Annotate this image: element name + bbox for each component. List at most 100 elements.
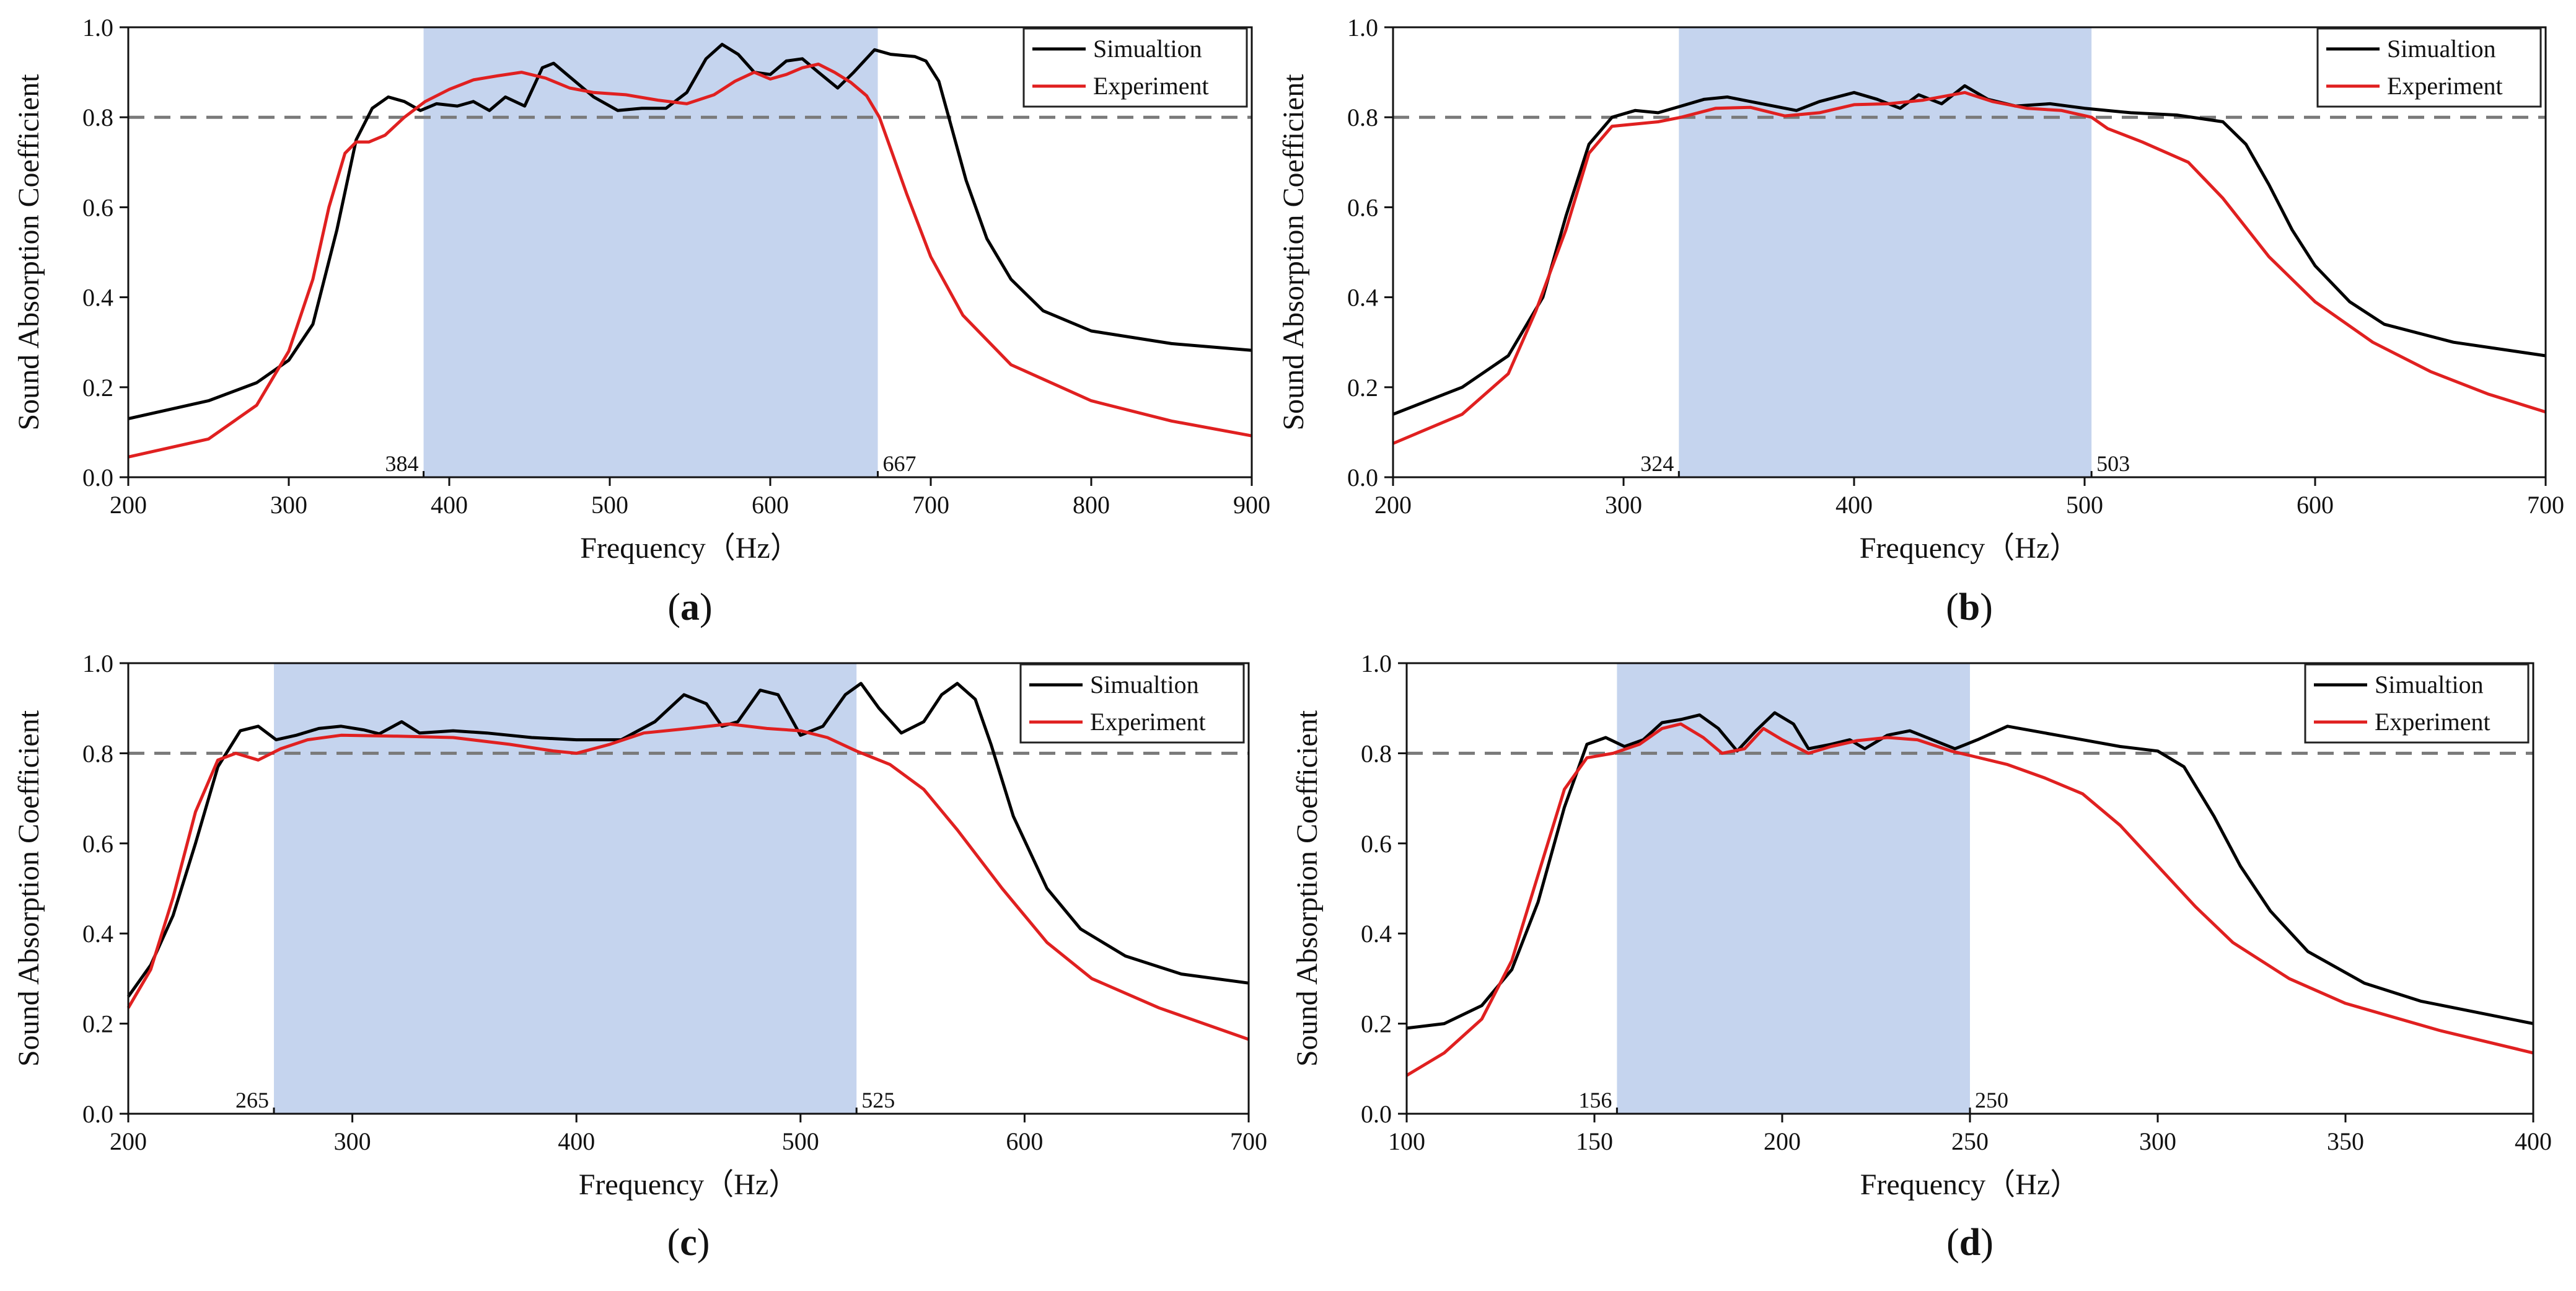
- plot-frame: [1392, 26, 2547, 478]
- panel-label: (b): [1946, 586, 1993, 628]
- band-label-384: 384: [385, 451, 419, 476]
- x-tick-label: 400: [2515, 1127, 2552, 1155]
- y-tick-label: 0.8: [1361, 739, 1392, 767]
- legend: Simualtion Experiment: [1022, 27, 1248, 108]
- x-tick-label: 200: [1374, 491, 1412, 519]
- x-tick-label: 300: [270, 491, 307, 519]
- y-tick-label: 0.2: [82, 374, 113, 402]
- x-tick-label: 400: [558, 1127, 595, 1155]
- series-line-simulation: [128, 43, 1252, 421]
- x-tick-label: 500: [782, 1127, 819, 1155]
- series-line-experiment: [1392, 90, 2546, 445]
- legend: Simualtion Experiment: [2316, 27, 2542, 108]
- band-label-265: 265: [235, 1088, 269, 1113]
- band-label-250: 250: [1975, 1088, 2008, 1113]
- x-axis-title: Frequency（Hz）: [579, 1168, 799, 1201]
- x-tick-label: 250: [1951, 1127, 1989, 1155]
- band-label-525: 525: [861, 1088, 895, 1113]
- legend-box: [2316, 27, 2542, 108]
- legend-label: Experiment: [1093, 72, 1209, 100]
- series-line-experiment: [126, 722, 1249, 1041]
- plot-frame: [127, 662, 1250, 1115]
- x-axis-title: Frequency（Hz）: [1860, 1168, 2080, 1201]
- legend-box: [1019, 663, 1245, 744]
- highlight-band: [1617, 663, 1970, 1114]
- legend: Simualtion Experiment: [2304, 663, 2530, 744]
- y-tick-label: 0.2: [1361, 1010, 1392, 1038]
- y-tick-label: 0.2: [1347, 374, 1378, 402]
- y-tick-label: 0.4: [1347, 284, 1378, 312]
- x-tick-label: 350: [2327, 1127, 2364, 1155]
- x-tick-label: 700: [1230, 1127, 1267, 1155]
- x-tick-label: 200: [1764, 1127, 1801, 1155]
- highlight-band: [1679, 27, 2092, 477]
- x-tick-label: 200: [110, 491, 147, 519]
- legend-label: Simualtion: [2375, 671, 2484, 698]
- y-tick-label: 1.0: [1347, 14, 1378, 42]
- chart-panel-b: 324 503 200 300 400 500 600 700 0.0 0.2 0.4 0.6 0.8 1…: [1277, 14, 2564, 628]
- x-tick-label: 500: [2066, 491, 2103, 519]
- x-tick-label: 800: [1073, 491, 1110, 519]
- x-axis-title: Frequency（Hz）: [580, 532, 800, 565]
- band-label-503: 503: [2096, 451, 2130, 476]
- x-tick-label: 100: [1388, 1127, 1425, 1155]
- y-tick-label: 0.2: [82, 1010, 113, 1038]
- series-line-simulation: [126, 682, 1249, 998]
- band-label-156: 156: [1578, 1088, 1612, 1113]
- y-tick-label: 0.8: [1347, 104, 1378, 131]
- y-tick-label: 0.8: [82, 739, 113, 767]
- panel-label: (c): [667, 1222, 710, 1264]
- chart-panel-c: 265 525 200 300 400 500 600 700 0.0 0.2 0.4 0.6 0.8 1…: [12, 650, 1267, 1264]
- panel-label: (d): [1946, 1222, 1994, 1264]
- legend-label: Experiment: [2387, 72, 2503, 100]
- x-tick-label: 300: [334, 1127, 371, 1155]
- x-tick-label: 600: [1006, 1127, 1043, 1155]
- y-tick-label: 0.4: [82, 920, 113, 948]
- y-tick-label: 0.0: [1347, 464, 1378, 491]
- legend: Simualtion Experiment: [1019, 663, 1245, 744]
- series-line-experiment: [128, 63, 1252, 459]
- y-tick-label: 0.4: [1361, 920, 1392, 948]
- band-label-324: 324: [1640, 451, 1674, 476]
- series-line-simulation: [1406, 711, 2534, 1030]
- y-tick-label: 0.8: [82, 104, 113, 131]
- x-tick-label: 300: [1605, 491, 1642, 519]
- legend-box: [1022, 27, 1248, 108]
- x-tick-label: 150: [1576, 1127, 1613, 1155]
- series-line-experiment: [1405, 722, 2534, 1077]
- series-line-simulation: [1392, 84, 2546, 416]
- legend-label: Experiment: [2375, 708, 2490, 736]
- band-label-667: 667: [883, 451, 917, 476]
- y-tick-label: 0.0: [1361, 1100, 1392, 1128]
- legend-box: [2304, 663, 2530, 744]
- y-tick-label: 0.0: [82, 464, 113, 491]
- y-axis-title: Sound Absorption Coefficient: [1277, 74, 1310, 431]
- legend-label: Simualtion: [1093, 35, 1202, 63]
- y-tick-label: 1.0: [82, 14, 113, 42]
- x-tick-label: 700: [2527, 491, 2564, 519]
- x-tick-label: 400: [1835, 491, 1873, 519]
- x-tick-label: 400: [431, 491, 468, 519]
- x-tick-label: 600: [752, 491, 789, 519]
- x-axis-title: Frequency（Hz）: [1860, 532, 2080, 565]
- y-tick-label: 1.0: [82, 650, 113, 677]
- y-tick-label: 1.0: [1361, 650, 1392, 677]
- y-axis-title: Sound Absorption Coefficient: [1291, 710, 1324, 1067]
- highlight-band: [423, 27, 878, 477]
- chart-panel-d: 156 250 100 150 200 250 300 350 400 0.0 0.2 0.4 0.6 0…: [1291, 650, 2552, 1264]
- x-tick-label: 600: [2297, 491, 2334, 519]
- panel-label: (a): [667, 586, 712, 628]
- x-tick-label: 900: [1233, 491, 1270, 519]
- plot-frame: [127, 26, 1253, 478]
- y-axis-title: Sound Absorption Coefficient: [12, 74, 45, 431]
- x-tick-label: 200: [110, 1127, 147, 1155]
- chart-panel-a: 384 667 200 300 400 500 600 700 800 900 0.0 0.2 0.4 0…: [12, 14, 1270, 628]
- legend-label: Simualtion: [1090, 671, 1199, 698]
- y-axis-title: Sound Absorption Coefficient: [12, 710, 45, 1067]
- y-tick-label: 0.0: [82, 1100, 113, 1128]
- y-tick-label: 0.6: [1361, 830, 1392, 858]
- y-tick-label: 0.6: [1347, 193, 1378, 221]
- x-tick-label: 700: [912, 491, 949, 519]
- x-tick-label: 300: [2139, 1127, 2176, 1155]
